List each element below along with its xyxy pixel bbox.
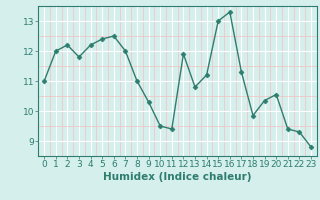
X-axis label: Humidex (Indice chaleur): Humidex (Indice chaleur) bbox=[103, 172, 252, 182]
